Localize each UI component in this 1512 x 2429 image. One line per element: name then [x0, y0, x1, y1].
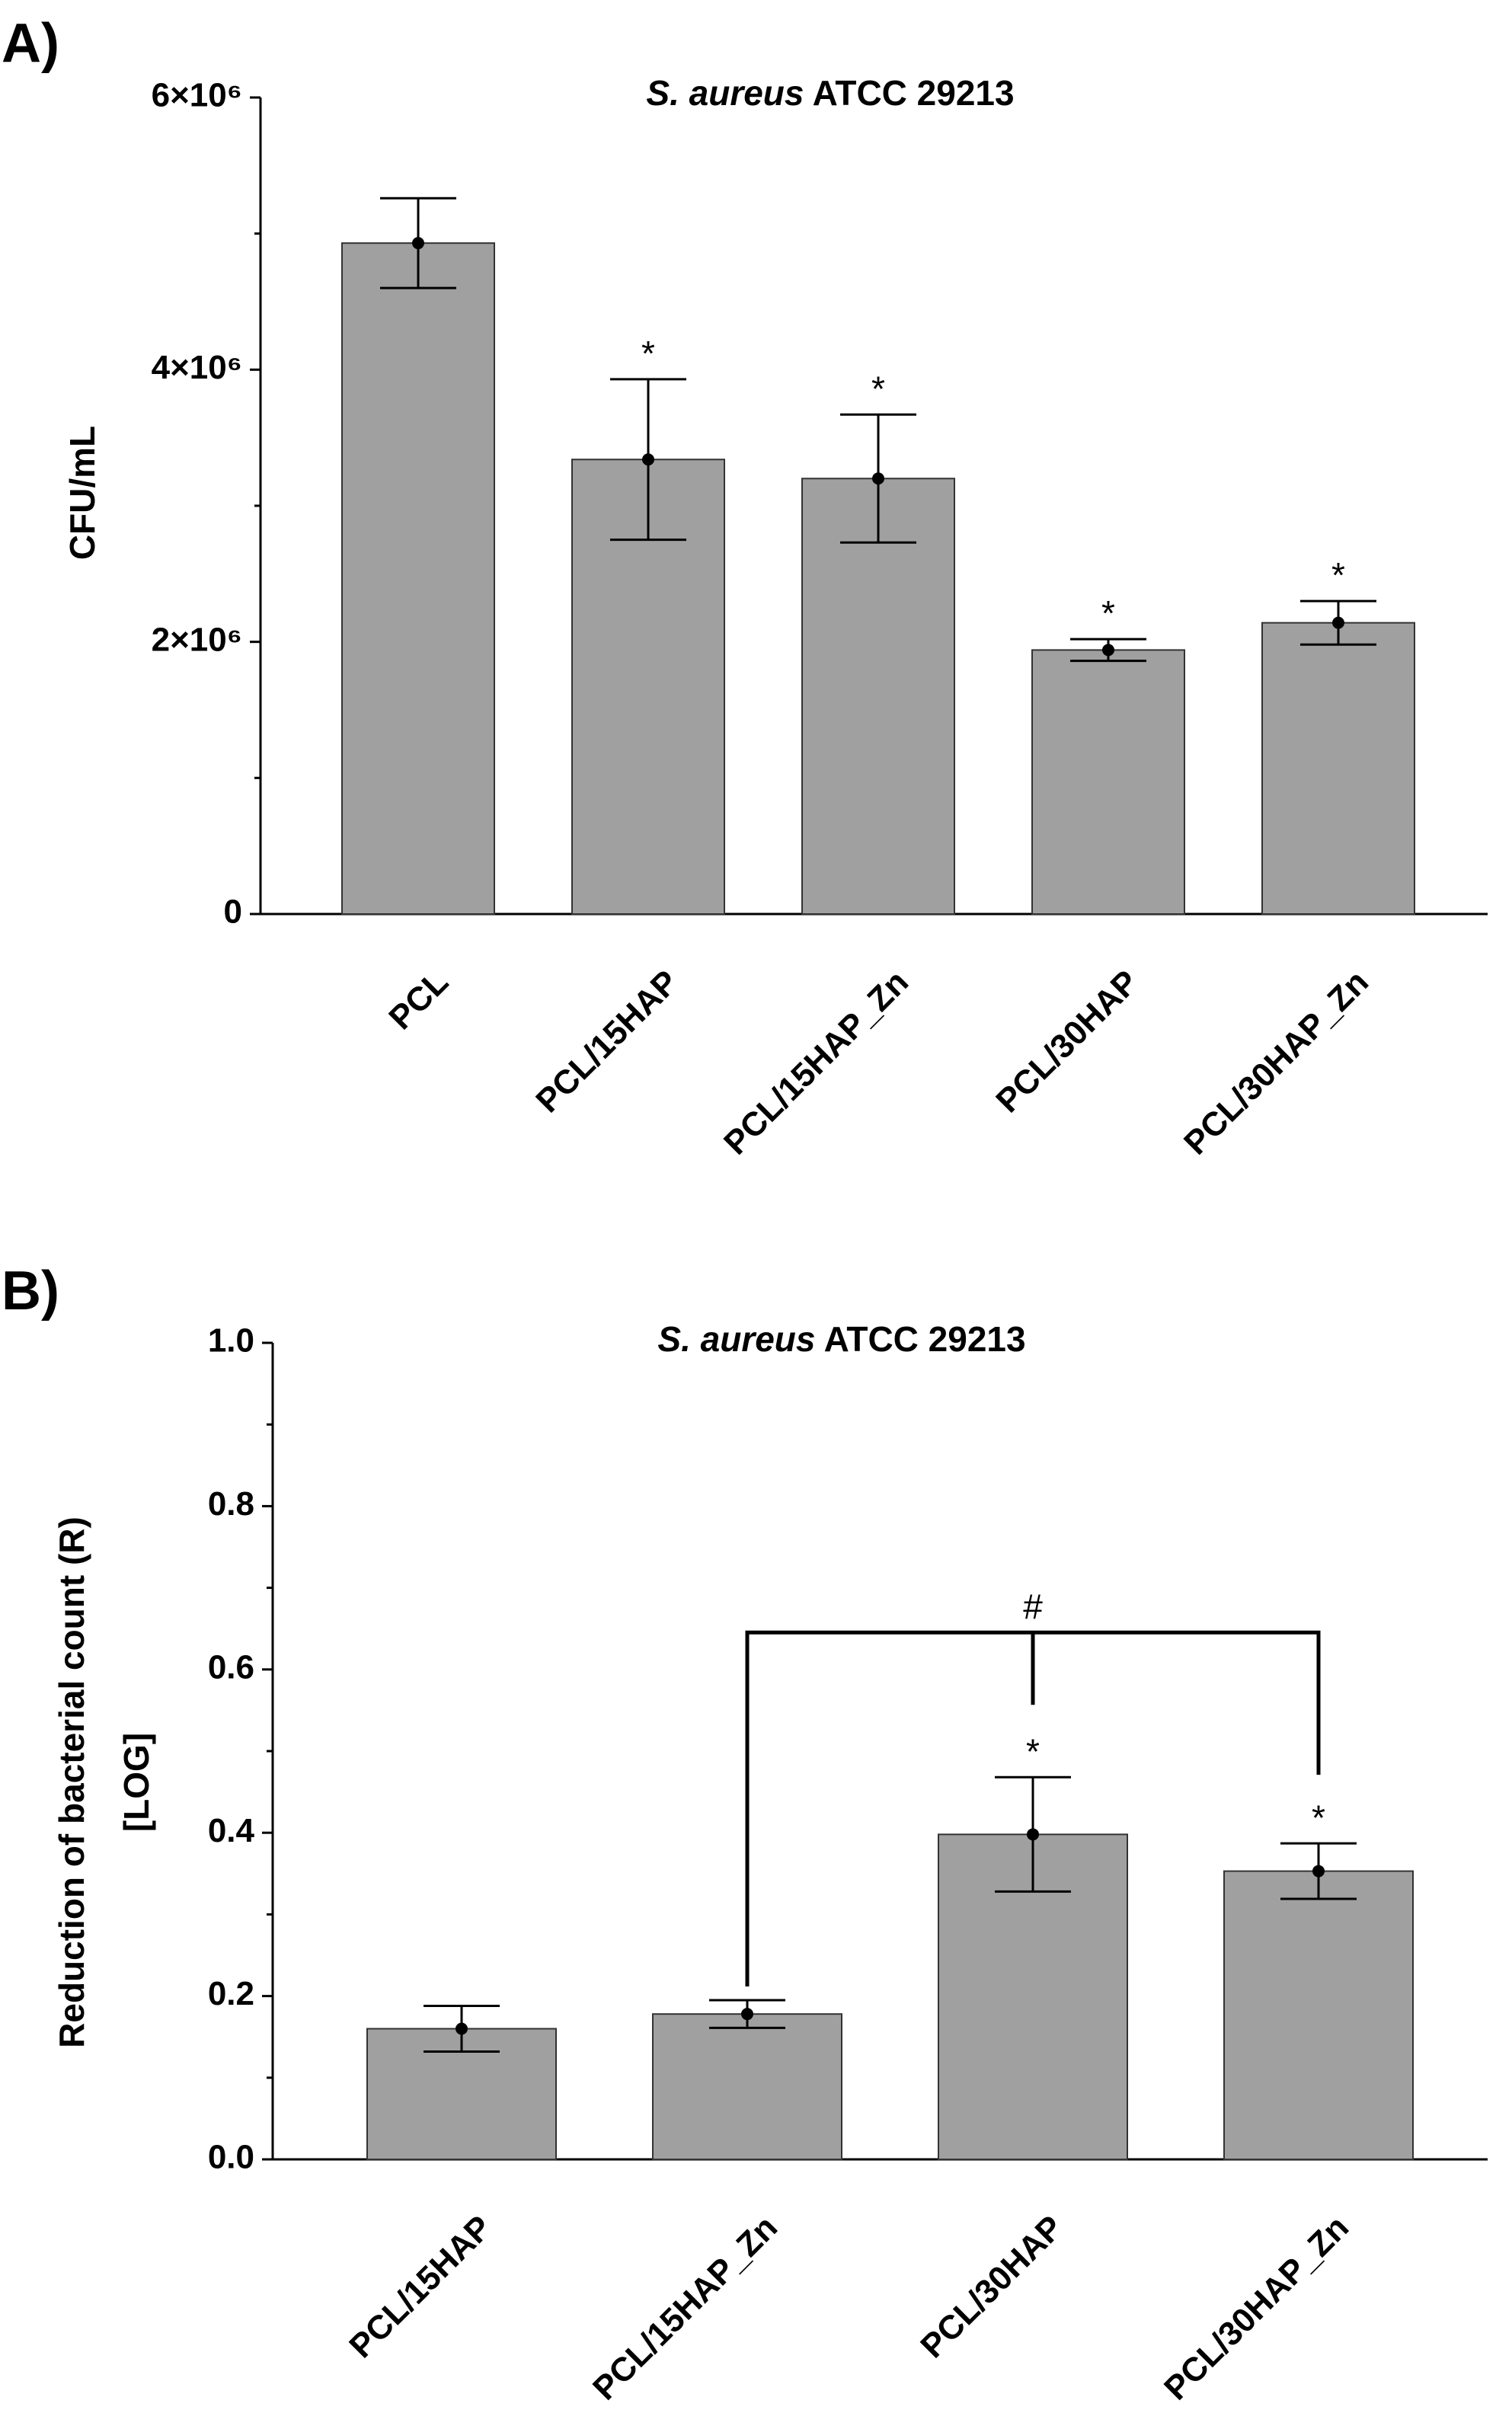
title-italic: S. aureus — [657, 1319, 815, 1359]
title-rest: ATCC 29213 — [813, 73, 1015, 113]
y-tick-label: 6×10⁶ — [152, 77, 242, 114]
y-tick-label: 1.0 — [208, 1322, 254, 1360]
mean-dot — [1027, 1828, 1039, 1841]
x-tick-label: PCL/30HAP_Zn — [1177, 963, 1376, 1162]
y-tick-label: 0 — [224, 893, 242, 931]
significance: * — [1312, 1798, 1325, 1837]
x-tick-label: PCL — [382, 963, 456, 1037]
y-tick-label: 0.4 — [208, 1812, 255, 1849]
title-italic: S. aureus — [646, 73, 804, 113]
y-axis-label: CFU/mL — [62, 426, 102, 560]
mean-dot — [412, 237, 424, 250]
panel-label: A) — [2, 13, 59, 74]
bar — [341, 242, 495, 915]
bracket-label: # — [1023, 1587, 1043, 1626]
panel-label: B) — [2, 1261, 59, 1322]
y-tick-label: 0.6 — [208, 1648, 254, 1686]
significance: * — [1331, 555, 1345, 595]
significance: * — [871, 369, 885, 408]
significance: * — [1101, 593, 1115, 633]
chart-title: S. aureus ATCC 29213 — [657, 1319, 1025, 1359]
bar — [1223, 1870, 1414, 2160]
y-axis-label: [LOG] — [117, 1733, 156, 1832]
y-tick-label: 2×10⁶ — [152, 621, 242, 658]
mean-dot — [741, 2008, 753, 2021]
y-tick-label: 0.8 — [208, 1485, 254, 1523]
x-tick-label: PCL/30HAP_Zn — [1157, 2208, 1356, 2407]
bar — [1031, 649, 1185, 915]
y-tick-label: 0.2 — [208, 1975, 254, 2012]
y-tick-label: 0.0 — [208, 2139, 254, 2176]
y-axis-label: Reduction of bacterial count (R) — [52, 1517, 91, 2048]
significance: * — [1026, 1731, 1040, 1771]
mean-dot — [872, 472, 884, 485]
bar — [652, 2013, 842, 2161]
bar — [801, 478, 955, 915]
significance: * — [641, 334, 655, 373]
bracket — [745, 1630, 1321, 1986]
x-tick-label: PCL/30HAP — [989, 963, 1146, 1120]
x-tick-label: PCL/15HAP_Zn — [717, 963, 916, 1162]
x-tick-label: PCL/15HAP — [342, 2208, 499, 2365]
mean-dot — [1332, 616, 1344, 629]
chart-title: S. aureus ATCC 29213 — [646, 73, 1014, 113]
bar — [1261, 622, 1415, 915]
title-rest: ATCC 29213 — [824, 1319, 1026, 1359]
y-tick-label: 4×10⁶ — [152, 349, 242, 386]
x-tick-label: PCL/30HAP — [913, 2208, 1070, 2365]
mean-dot — [456, 2022, 468, 2035]
x-tick-label: PCL/15HAP_Zn — [586, 2208, 785, 2407]
mean-dot — [1102, 644, 1114, 657]
mean-dot — [642, 453, 654, 466]
x-tick-label: PCL/15HAP — [529, 963, 686, 1120]
mean-dot — [1312, 1865, 1325, 1878]
